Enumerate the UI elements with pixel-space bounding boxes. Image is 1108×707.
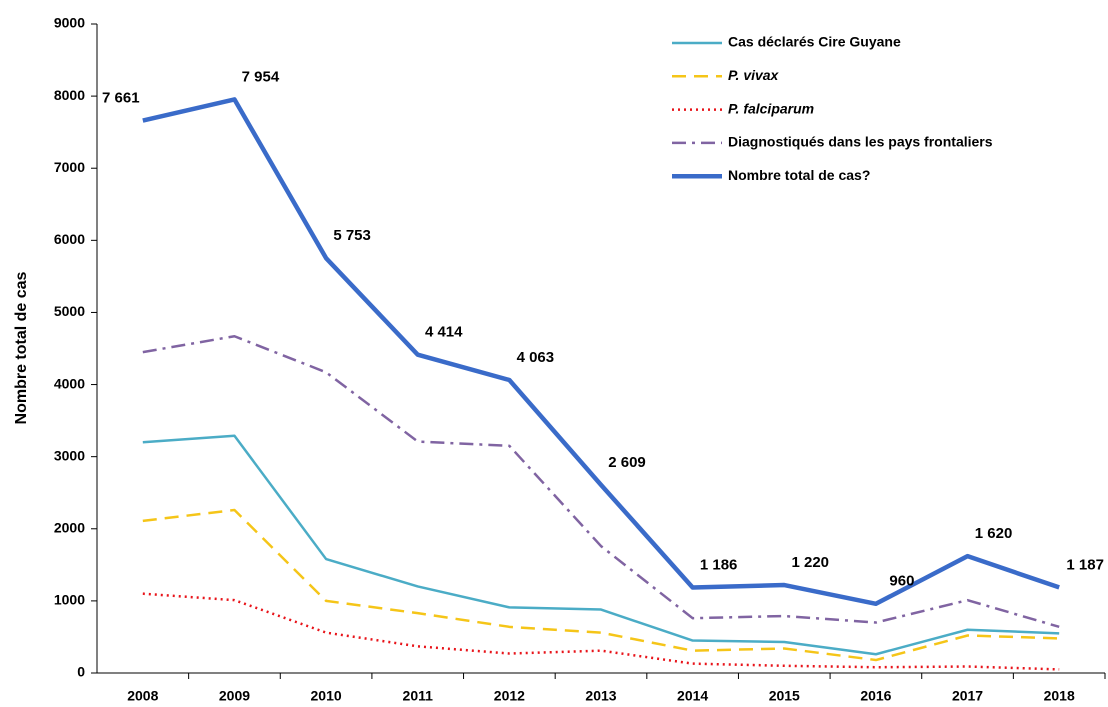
data-label: 5 753 bbox=[333, 227, 371, 244]
x-tick-label: 2008 bbox=[127, 688, 158, 704]
series-line bbox=[142, 508, 1060, 662]
data-label: 1 187 bbox=[1066, 556, 1104, 573]
series-line bbox=[142, 334, 1060, 629]
x-tick-label: 2009 bbox=[219, 688, 250, 704]
y-tick-label: 6000 bbox=[54, 231, 85, 247]
series-line bbox=[142, 434, 1060, 656]
data-label: 7 661 bbox=[102, 90, 140, 107]
y-tick-label: 2000 bbox=[54, 519, 85, 535]
data-label: 1 220 bbox=[791, 554, 829, 571]
y-tick-label: 0 bbox=[77, 664, 85, 680]
legend-label: Cas déclarés Cire Guyane bbox=[728, 34, 901, 50]
x-tick-label: 2015 bbox=[769, 688, 800, 704]
x-tick-label: 2017 bbox=[952, 688, 983, 704]
y-tick-label: 7000 bbox=[54, 159, 85, 175]
legend-label: Nombre total de cas? bbox=[728, 167, 870, 183]
series-line bbox=[142, 592, 1060, 671]
data-label: 4 063 bbox=[517, 349, 555, 366]
x-tick-label: 2010 bbox=[311, 688, 342, 704]
x-tick-label: 2016 bbox=[860, 688, 891, 704]
y-tick-label: 4000 bbox=[54, 375, 85, 391]
data-label: 1 620 bbox=[975, 525, 1013, 542]
data-label: 2 609 bbox=[608, 454, 646, 471]
y-tick-label: 9000 bbox=[54, 15, 85, 31]
x-tick-label: 2018 bbox=[1044, 688, 1075, 704]
series-line bbox=[142, 97, 1060, 607]
data-label: 4 414 bbox=[425, 324, 463, 341]
legend-label: P. falciparum bbox=[728, 100, 814, 116]
y-tick-label: 3000 bbox=[54, 447, 85, 463]
x-tick-label: 2014 bbox=[677, 688, 708, 704]
y-tick-label: 1000 bbox=[54, 592, 85, 608]
y-tick-label: 8000 bbox=[54, 87, 85, 103]
y-axis-label: Nombre total de cas bbox=[13, 271, 30, 424]
data-label: 960 bbox=[889, 573, 914, 590]
legend-label: Diagnostiqués dans les pays frontaliers bbox=[728, 134, 993, 150]
x-tick-label: 2011 bbox=[403, 688, 434, 704]
legend-label: P. vivax bbox=[728, 67, 780, 83]
x-tick-label: 2013 bbox=[585, 688, 616, 704]
x-tick-label: 2012 bbox=[494, 688, 525, 704]
data-label: 1 186 bbox=[700, 556, 738, 573]
data-label: 7 954 bbox=[242, 68, 280, 85]
y-tick-label: 5000 bbox=[54, 303, 85, 319]
